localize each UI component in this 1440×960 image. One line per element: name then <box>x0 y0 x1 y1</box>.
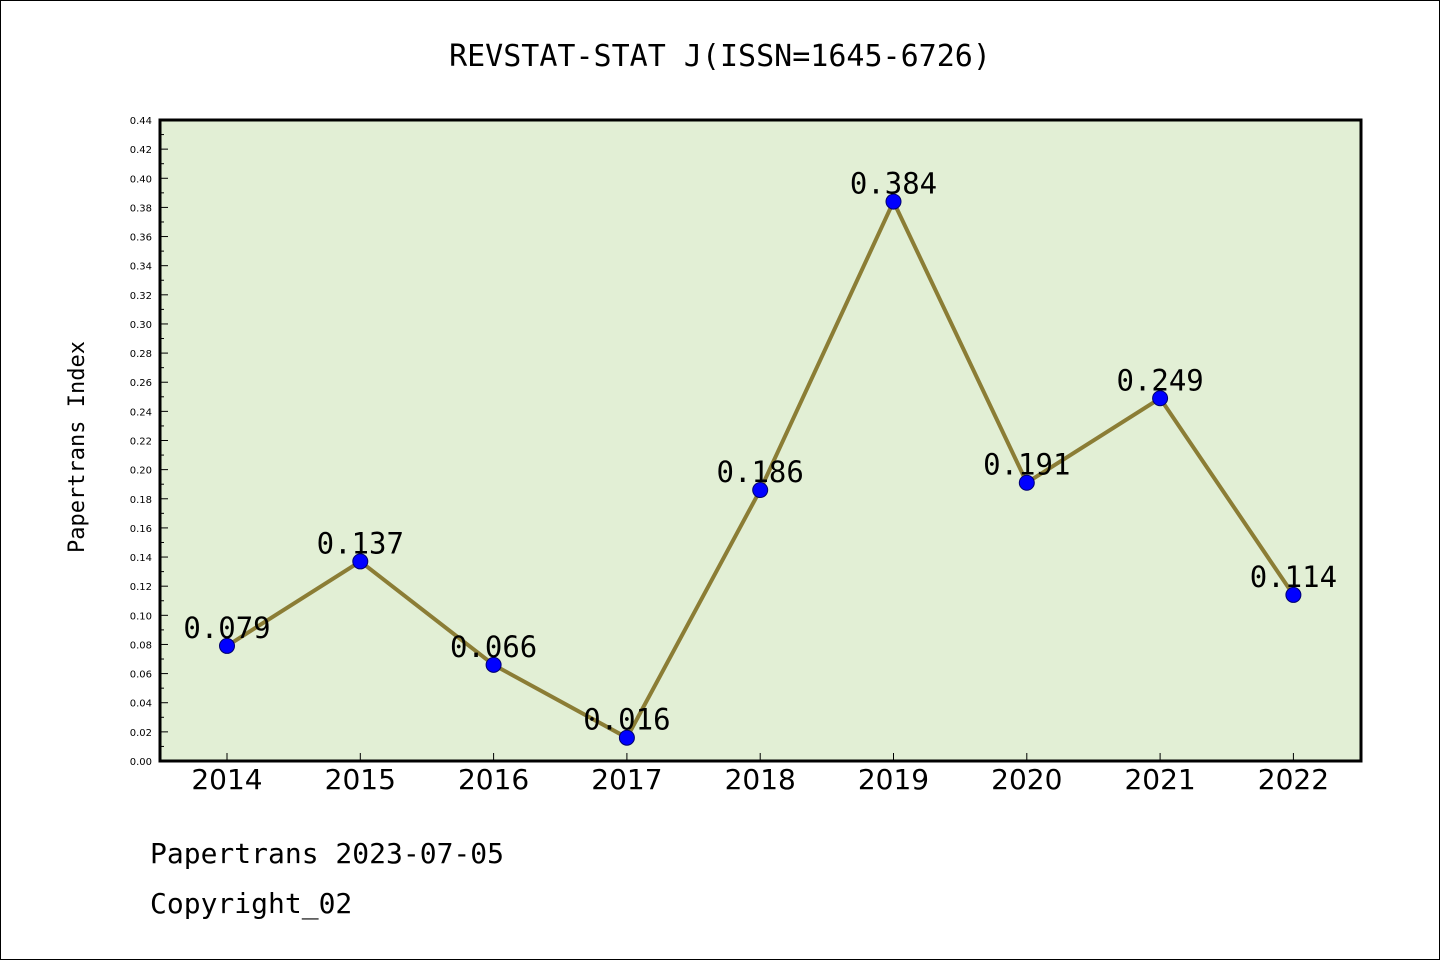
x-tick-label: 2022 <box>1258 763 1329 796</box>
data-label: 0.384 <box>850 167 937 201</box>
data-point <box>352 553 369 570</box>
x-tick-label: 2020 <box>991 763 1062 796</box>
x-tick-label: 2018 <box>725 763 796 796</box>
plot-area <box>158 118 1363 763</box>
data-point <box>1152 390 1169 407</box>
y-tick-label: 0.30 <box>130 320 152 331</box>
data-label: 0.066 <box>450 630 537 664</box>
data-labels-group: 0.079 0.137 0.066 0.016 0.186 0.384 0.191 0.249… <box>183 167 1337 737</box>
y-axis: 0.00 0.02 0.04 0.06 0.08 0.10 0.12 0.14 0.16 0.18… <box>130 116 168 768</box>
data-label: 0.191 <box>983 448 1070 482</box>
y-tick-label: 0.02 <box>130 728 152 739</box>
data-label: 0.186 <box>717 455 804 489</box>
x-tick-label: 2017 <box>591 763 662 796</box>
data-point <box>219 637 235 654</box>
y-axis-label: Papertrans Index <box>65 341 90 553</box>
data-point <box>485 656 502 673</box>
markers-group <box>219 193 1302 746</box>
y-tick-label: 0.10 <box>130 611 152 622</box>
y-tick-label: 0.20 <box>130 466 152 477</box>
data-label: 0.249 <box>1116 363 1203 397</box>
data-point <box>618 729 635 746</box>
y-tick-label: 0.42 <box>130 145 152 156</box>
y-tick-label: 0.26 <box>130 378 152 389</box>
y-tick-label: 0.32 <box>130 291 152 302</box>
x-tick-label: 2021 <box>1124 763 1195 796</box>
y-tick-label: 0.16 <box>130 524 152 535</box>
y-tick-label: 0.36 <box>130 233 152 244</box>
data-label: 0.016 <box>583 703 670 737</box>
y-tick-label: 0.22 <box>130 437 152 448</box>
chart-title: REVSTAT-STAT J(ISSN=1645-6726) <box>449 39 991 74</box>
x-axis: 2014 2015 2016 2017 2018 2019 2020 2021 2022 <box>191 753 1329 796</box>
y-tick-label: 0.00 <box>130 757 152 768</box>
y-tick-label: 0.40 <box>130 174 152 185</box>
x-tick-label: 2014 <box>191 763 262 796</box>
y-tick-label: 0.38 <box>130 203 152 214</box>
data-point <box>1018 474 1035 491</box>
y-tick-label: 0.28 <box>130 349 152 360</box>
y-tick-label: 0.18 <box>130 495 152 506</box>
x-tick-label: 2015 <box>325 763 396 796</box>
y-tick-label: 0.34 <box>130 262 152 273</box>
footer-date: Papertrans 2023-07-05 <box>150 837 504 870</box>
y-tick-label: 0.04 <box>130 699 152 710</box>
y-tick-label: 0.08 <box>130 640 152 651</box>
x-tick-label: 2019 <box>858 763 929 796</box>
y-tick-label: 0.06 <box>130 670 152 681</box>
data-label: 0.137 <box>317 526 404 560</box>
footer-copyright: Copyright_02 <box>150 887 352 921</box>
y-tick-label: 0.24 <box>130 407 152 418</box>
y-tick-label: 0.12 <box>130 582 152 593</box>
data-point <box>885 193 902 210</box>
data-label: 0.114 <box>1250 560 1337 594</box>
y-tick-label: 0.14 <box>130 553 152 564</box>
data-label: 0.079 <box>183 611 270 645</box>
data-point <box>752 482 769 499</box>
x-tick-label: 2016 <box>458 763 529 796</box>
y-tick-label: 0.44 <box>130 116 152 127</box>
data-point <box>1285 586 1302 603</box>
